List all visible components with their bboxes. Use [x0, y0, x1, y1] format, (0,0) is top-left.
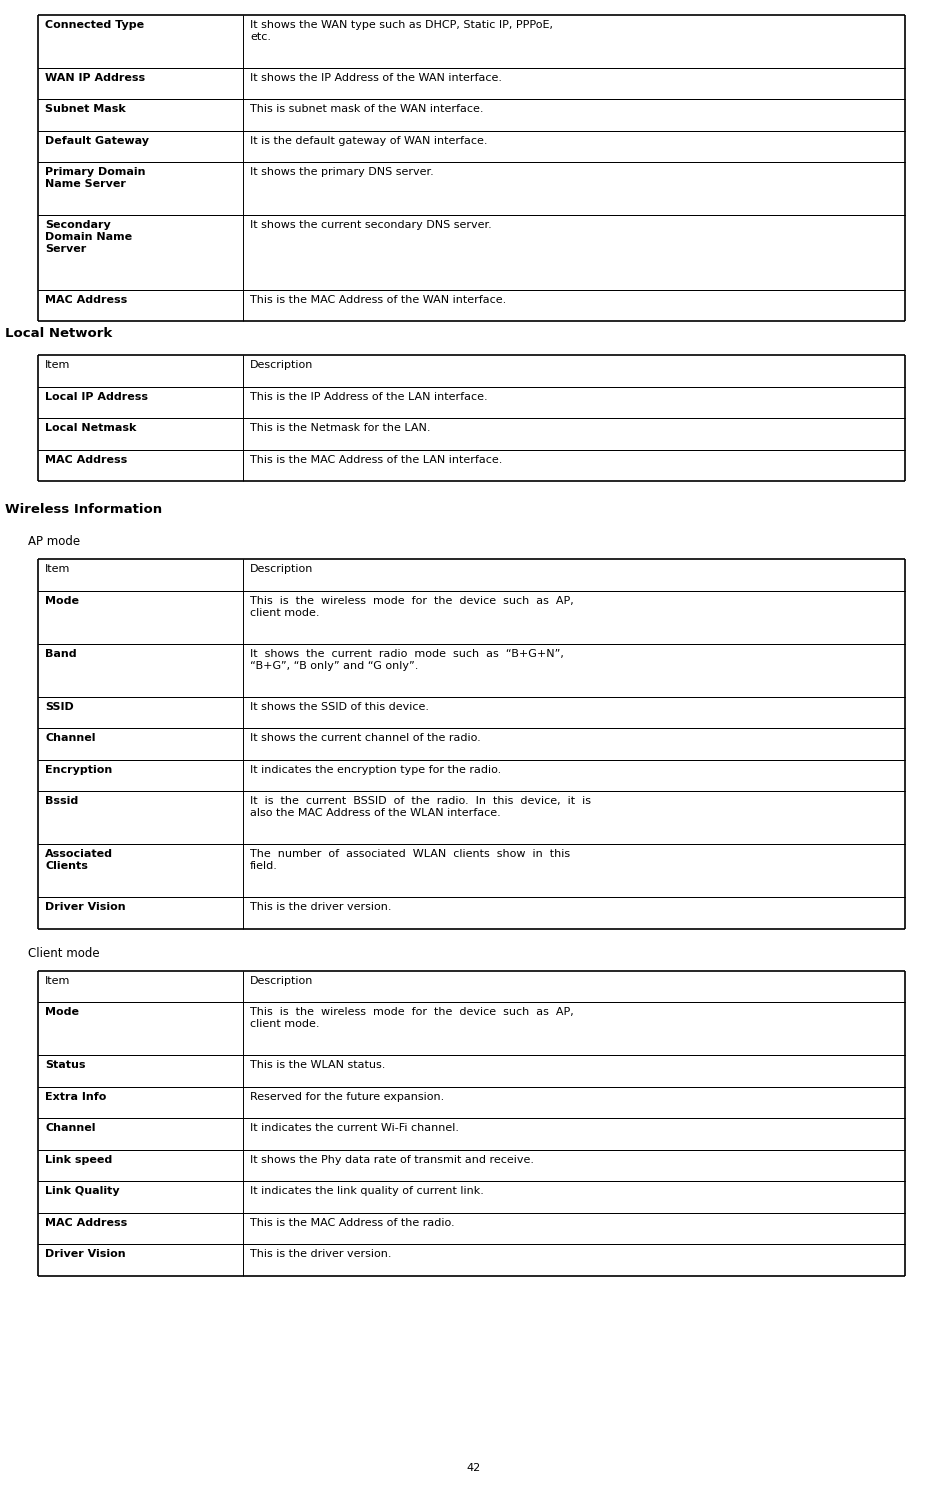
Text: It shows the current channel of the radio.: It shows the current channel of the radi…: [250, 734, 481, 743]
Text: Mode: Mode: [45, 1008, 79, 1018]
Text: AP mode: AP mode: [28, 535, 80, 549]
Text: Band: Band: [45, 649, 77, 659]
Text: Secondary
Domain Name
Server: Secondary Domain Name Server: [45, 220, 133, 254]
Text: Description: Description: [250, 565, 313, 574]
Text: Local Netmask: Local Netmask: [45, 423, 136, 434]
Text: Link speed: Link speed: [45, 1156, 113, 1165]
Text: Item: Item: [45, 976, 70, 987]
Text: MAC Address: MAC Address: [45, 454, 127, 465]
Text: Default Gateway: Default Gateway: [45, 136, 149, 147]
Text: It shows the SSID of this device.: It shows the SSID of this device.: [250, 703, 429, 712]
Text: This is the driver version.: This is the driver version.: [250, 903, 391, 912]
Text: This is subnet mask of the WAN interface.: This is subnet mask of the WAN interface…: [250, 105, 484, 115]
Text: Status: Status: [45, 1060, 85, 1070]
Text: It shows the WAN type such as DHCP, Static IP, PPPoE,
etc.: It shows the WAN type such as DHCP, Stat…: [250, 19, 553, 42]
Text: It indicates the encryption type for the radio.: It indicates the encryption type for the…: [250, 765, 501, 774]
Text: Reserved for the future expansion.: Reserved for the future expansion.: [250, 1091, 444, 1102]
Text: Description: Description: [250, 976, 313, 987]
Text: Driver Vision: Driver Vision: [45, 903, 126, 912]
Text: Encryption: Encryption: [45, 765, 113, 774]
Text: MAC Address: MAC Address: [45, 295, 127, 305]
Text: This is the WLAN status.: This is the WLAN status.: [250, 1060, 385, 1070]
Text: MAC Address: MAC Address: [45, 1218, 127, 1227]
Text: Description: Description: [250, 360, 313, 371]
Text: Subnet Mask: Subnet Mask: [45, 105, 126, 115]
Text: Primary Domain
Name Server: Primary Domain Name Server: [45, 167, 146, 188]
Text: Item: Item: [45, 360, 70, 371]
Text: Link Quality: Link Quality: [45, 1187, 119, 1196]
Text: Associated
Clients: Associated Clients: [45, 849, 113, 872]
Text: It shows the primary DNS server.: It shows the primary DNS server.: [250, 167, 434, 178]
Text: Bssid: Bssid: [45, 797, 79, 806]
Text: It shows the IP Address of the WAN interface.: It shows the IP Address of the WAN inter…: [250, 73, 502, 84]
Text: It  is  the  current  BSSID  of  the  radio.  In  this  device,  it  is
also the: It is the current BSSID of the radio. In…: [250, 797, 591, 818]
Text: Mode: Mode: [45, 597, 79, 605]
Text: 42: 42: [466, 1464, 481, 1473]
Text: The  number  of  associated  WLAN  clients  show  in  this
field.: The number of associated WLAN clients sh…: [250, 849, 570, 872]
Text: Extra Info: Extra Info: [45, 1091, 106, 1102]
Text: Client mode: Client mode: [28, 946, 99, 960]
Text: This is the MAC Address of the radio.: This is the MAC Address of the radio.: [250, 1218, 455, 1227]
Text: It  shows  the  current  radio  mode  such  as  “B+G+N”,
“B+G”, “B only” and “G : It shows the current radio mode such as …: [250, 649, 563, 671]
Text: It shows the current secondary DNS server.: It shows the current secondary DNS serve…: [250, 220, 491, 230]
Text: It shows the Phy data rate of transmit and receive.: It shows the Phy data rate of transmit a…: [250, 1156, 534, 1165]
Text: This  is  the  wireless  mode  for  the  device  such  as  AP,
client mode.: This is the wireless mode for the device…: [250, 597, 574, 617]
Text: Item: Item: [45, 565, 70, 574]
Text: Wireless Information: Wireless Information: [5, 504, 162, 516]
Text: Channel: Channel: [45, 1124, 96, 1133]
Text: Local Network: Local Network: [5, 327, 113, 341]
Text: It indicates the link quality of current link.: It indicates the link quality of current…: [250, 1187, 484, 1196]
Text: SSID: SSID: [45, 703, 74, 712]
Text: This  is  the  wireless  mode  for  the  device  such  as  AP,
client mode.: This is the wireless mode for the device…: [250, 1008, 574, 1029]
Text: Channel: Channel: [45, 734, 96, 743]
Text: It indicates the current Wi-Fi channel.: It indicates the current Wi-Fi channel.: [250, 1124, 459, 1133]
Text: This is the MAC Address of the WAN interface.: This is the MAC Address of the WAN inter…: [250, 295, 507, 305]
Text: Connected Type: Connected Type: [45, 19, 144, 30]
Text: Driver Vision: Driver Vision: [45, 1250, 126, 1259]
Text: Local IP Address: Local IP Address: [45, 392, 148, 402]
Text: This is the IP Address of the LAN interface.: This is the IP Address of the LAN interf…: [250, 392, 488, 402]
Text: This is the Netmask for the LAN.: This is the Netmask for the LAN.: [250, 423, 431, 434]
Text: This is the driver version.: This is the driver version.: [250, 1250, 391, 1259]
Text: It is the default gateway of WAN interface.: It is the default gateway of WAN interfa…: [250, 136, 488, 147]
Text: This is the MAC Address of the LAN interface.: This is the MAC Address of the LAN inter…: [250, 454, 502, 465]
Text: WAN IP Address: WAN IP Address: [45, 73, 145, 84]
